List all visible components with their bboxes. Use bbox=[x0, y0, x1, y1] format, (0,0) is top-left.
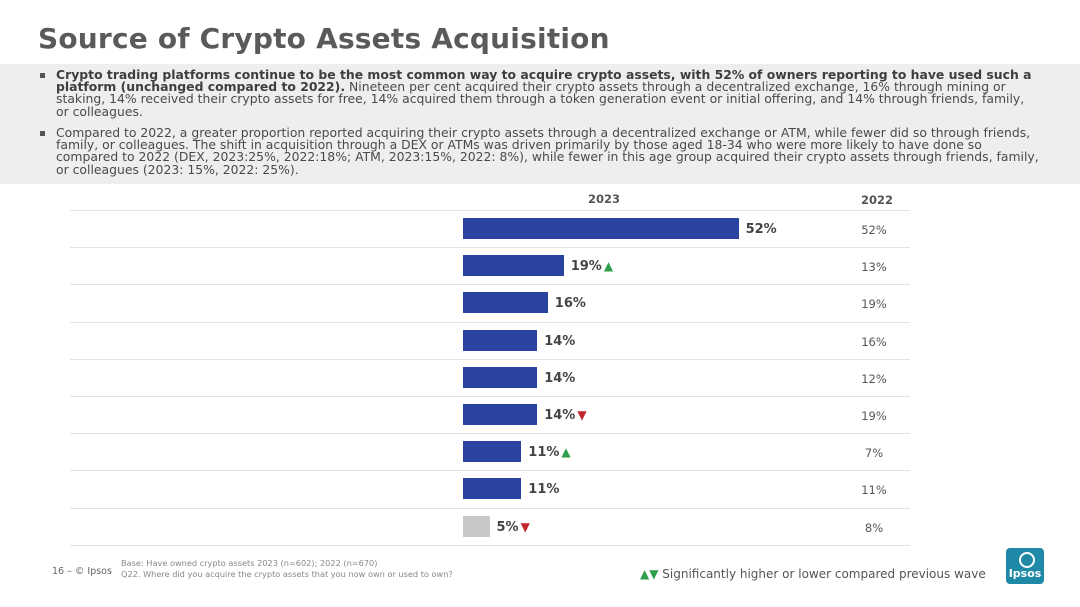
bar-2023 bbox=[463, 292, 548, 314]
value-label-2023: 14% ▼ bbox=[544, 408, 586, 423]
value-text: 14% bbox=[544, 408, 576, 423]
base-note: Base: Have owned crypto assets 2023 (n=6… bbox=[121, 558, 453, 580]
bullet-2-text: Compared to 2022, a greater proportion r… bbox=[56, 125, 1039, 177]
legend-text: Significantly higher or lower compared p… bbox=[658, 567, 986, 581]
page-title: Source of Crypto Assets Acquisition bbox=[38, 22, 610, 55]
value-label-2023: 5% ▼ bbox=[497, 520, 530, 535]
down-arrow-icon: ▼ bbox=[577, 408, 587, 422]
value-label-2022: 12% bbox=[861, 371, 887, 386]
value-label-2022: 52% bbox=[861, 223, 887, 237]
base-line-1: Base: Have owned crypto assets 2023 (n=6… bbox=[121, 558, 378, 568]
value-label-2022: 13% bbox=[861, 260, 887, 275]
value-label-2023: 14% bbox=[544, 371, 575, 386]
bar-2023 bbox=[463, 478, 522, 500]
value-label-2022: 8% bbox=[864, 520, 884, 535]
value-text: 14% bbox=[544, 370, 576, 386]
bar-2023 bbox=[463, 366, 538, 388]
bar-2023 bbox=[463, 329, 538, 351]
value-text: 14% bbox=[544, 333, 576, 349]
bar-2023 bbox=[463, 515, 490, 537]
significance-legend: ▲▼ Significantly higher or lower compare… bbox=[640, 567, 986, 581]
row-divider bbox=[70, 321, 910, 323]
col-header-2023: 2023 bbox=[588, 192, 621, 206]
row-divider bbox=[70, 470, 910, 472]
col-header-2022: 2022 bbox=[861, 193, 894, 207]
value-label-2022: 11% bbox=[861, 483, 887, 498]
bar-2023 bbox=[463, 218, 739, 239]
value-text: 19% bbox=[570, 259, 602, 275]
row-divider bbox=[70, 210, 910, 211]
row-divider bbox=[70, 544, 910, 546]
row-divider bbox=[70, 507, 910, 509]
value-text: 52% bbox=[745, 222, 777, 237]
value-label-2023: 11% ▲ bbox=[528, 445, 570, 460]
logo-text: Ipsos bbox=[1008, 567, 1042, 580]
summary-bullet-1: Crypto trading platforms continue to be … bbox=[40, 67, 1040, 119]
down-arrow-icon: ▼ bbox=[520, 519, 530, 534]
row-divider bbox=[70, 396, 910, 397]
row-divider bbox=[70, 247, 910, 249]
value-label-2022: 19% bbox=[861, 297, 887, 312]
page-number: 16 – © Ipsos bbox=[52, 566, 112, 577]
base-line-2: Q22. Where did you acquire the crypto as… bbox=[121, 569, 453, 579]
value-text: 5% bbox=[496, 519, 519, 535]
summary-box: Crypto trading platforms continue to be … bbox=[0, 64, 1080, 184]
row-divider bbox=[70, 284, 910, 286]
value-label-2023: 19% ▲ bbox=[571, 259, 613, 274]
bar-2023 bbox=[463, 255, 564, 277]
ipsos-logo: Ipsos bbox=[1006, 548, 1044, 584]
value-label-2023: 11% bbox=[528, 482, 559, 497]
bullet-1-bold: Crypto trading platforms continue to be … bbox=[56, 67, 1032, 95]
value-text: 11% bbox=[528, 482, 560, 498]
up-arrow-icon: ▲ bbox=[561, 445, 571, 460]
value-label-2022: 16% bbox=[861, 334, 887, 349]
bar-2023 bbox=[463, 404, 538, 425]
value-label-2023: 52% bbox=[746, 222, 777, 237]
value-text: 16% bbox=[554, 296, 586, 312]
bullet-1-text: Nineteen per cent acquired their crypto … bbox=[56, 79, 1025, 119]
row-divider bbox=[70, 433, 910, 435]
legend-arrows: ▲▼ bbox=[640, 567, 659, 581]
bar-2023 bbox=[463, 441, 522, 463]
value-label-2023: 14% bbox=[544, 334, 575, 349]
value-label-2022: 19% bbox=[861, 409, 887, 423]
value-text: 11% bbox=[528, 445, 560, 461]
row-divider bbox=[70, 358, 910, 360]
up-arrow-icon: ▲ bbox=[603, 259, 614, 274]
value-label-2022: 7% bbox=[864, 446, 884, 461]
summary-bullet-2: Compared to 2022, a greater proportion r… bbox=[40, 125, 1040, 177]
value-label-2023: 16% bbox=[555, 296, 586, 311]
